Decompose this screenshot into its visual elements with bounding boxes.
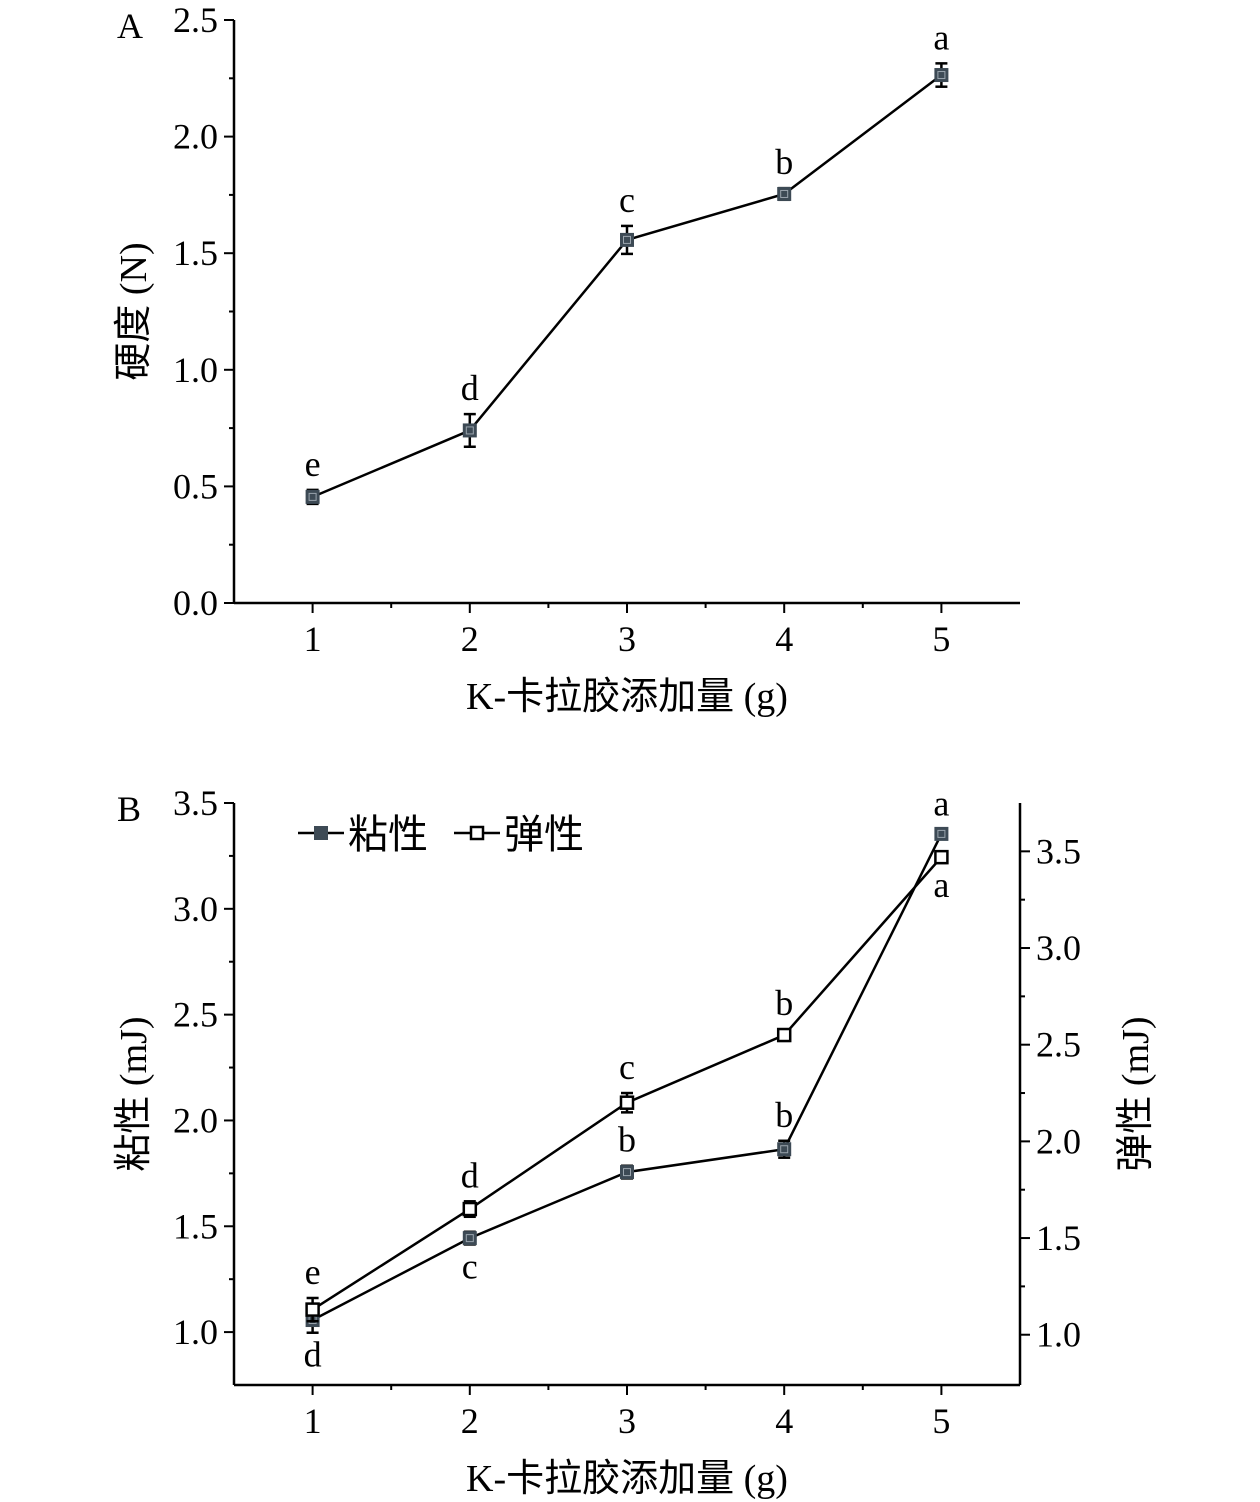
y2-tick-label: 2.5 (1036, 1025, 1081, 1065)
x-tick-label: 2 (461, 1401, 479, 1441)
x-tick-label: 5 (932, 1401, 950, 1441)
significance-letter: a (933, 17, 949, 57)
significance-letter: c (619, 1047, 635, 1087)
x-tick-label: 4 (775, 1401, 793, 1441)
data-point (620, 232, 634, 247)
y-axis-label: 粘性 (mJ) (113, 1016, 155, 1171)
legend-label: 粘性 (348, 812, 428, 857)
legend-marker (314, 826, 328, 840)
data-point-inner (308, 492, 317, 501)
panel-label: B (117, 789, 141, 829)
significance-letter: c (619, 180, 635, 220)
data-point (620, 1165, 634, 1180)
x-tick-label: 2 (461, 619, 479, 659)
data-point-inner (465, 426, 474, 435)
data-point (776, 1027, 792, 1043)
x-tick-label: 1 (304, 619, 322, 659)
data-point (462, 1231, 477, 1246)
data-point (462, 1201, 478, 1217)
x-tick-label: 3 (618, 619, 636, 659)
y-tick-label: 2.0 (173, 117, 218, 157)
panel-label: A (117, 6, 143, 46)
x-tick-label: 1 (304, 1401, 322, 1441)
y-axis-label: 硬度 (N) (113, 242, 155, 380)
significance-letter: a (933, 784, 949, 824)
significance-letter: b (775, 142, 793, 182)
x-tick-label: 4 (775, 619, 793, 659)
y-tick-label: 1.5 (173, 233, 218, 273)
data-point-inner (465, 1234, 474, 1243)
significance-letter: e (305, 444, 321, 484)
data-point-inner (780, 189, 789, 198)
legend-label: 弹性 (504, 812, 584, 857)
significance-letter: d (461, 368, 479, 408)
x-tick-label: 3 (618, 1401, 636, 1441)
data-point-inner (937, 71, 946, 80)
x-tick-label: 5 (932, 619, 950, 659)
significance-letter: b (618, 1120, 636, 1160)
y2-axis-label: 弹性 (mJ) (1115, 1016, 1157, 1171)
significance-letter: d (304, 1335, 322, 1375)
significance-letter: b (775, 1095, 793, 1135)
significance-letter: e (305, 1252, 321, 1292)
series-line (312, 74, 943, 499)
data-point (934, 826, 949, 841)
x-axis-label: K-卡拉胶添加量 (g) (466, 1458, 788, 1500)
data-point (777, 1142, 792, 1157)
y-tick-label: 3.0 (173, 889, 218, 929)
data-point-inner (780, 1145, 789, 1154)
y-tick-label: 0.5 (173, 466, 218, 506)
data-point-inner (623, 1168, 631, 1177)
data-point (934, 849, 949, 865)
legend-marker (469, 825, 485, 841)
y2-tick-label: 3.5 (1036, 831, 1081, 871)
y-tick-label: 2.0 (173, 1100, 218, 1140)
significance-letter: b (775, 983, 793, 1023)
y-tick-label: 1.0 (173, 1312, 218, 1352)
y2-tick-label: 1.5 (1036, 1218, 1081, 1258)
data-point (619, 1095, 635, 1110)
data-point-inner (623, 235, 631, 244)
significance-letter: c (462, 1246, 478, 1286)
significance-letter: d (461, 1155, 479, 1195)
y2-tick-label: 2.0 (1036, 1121, 1081, 1161)
y-tick-label: 0.0 (173, 583, 218, 623)
y-tick-label: 2.5 (173, 995, 218, 1035)
y2-tick-label: 3.0 (1036, 928, 1081, 968)
y-tick-label: 2.5 (173, 0, 218, 40)
data-point (777, 186, 792, 201)
data-point (934, 68, 949, 83)
y-tick-label: 1.5 (173, 1206, 218, 1246)
y-tick-label: 1.0 (173, 350, 218, 390)
y2-tick-label: 1.0 (1036, 1315, 1081, 1355)
significance-letter: a (933, 865, 949, 905)
data-point (305, 1302, 320, 1317)
x-axis-label: K-卡拉胶添加量 (g) (466, 676, 788, 718)
data-point-inner (937, 829, 946, 838)
data-point (305, 489, 320, 504)
data-point (462, 423, 477, 438)
y-tick-label: 3.5 (173, 783, 218, 823)
